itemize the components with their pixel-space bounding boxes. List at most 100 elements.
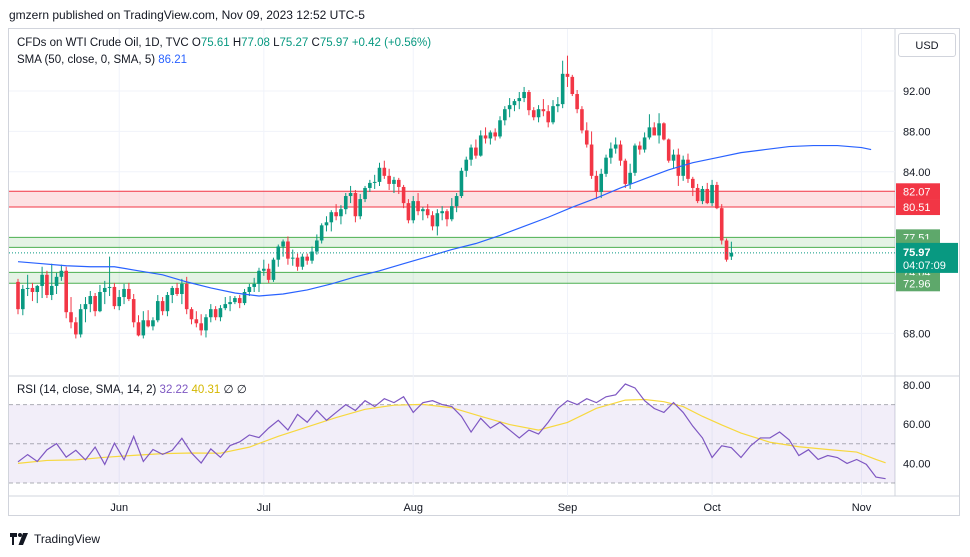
candle-body	[165, 295, 170, 312]
candle-body	[141, 320, 146, 336]
candle-body	[242, 291, 247, 304]
chart-frame	[8, 28, 960, 516]
sma-label[interactable]: SMA (50, close, 0, SMA, 5)	[17, 54, 156, 66]
close-value: 75.97	[319, 37, 349, 49]
countdown-text: 04:07:09	[903, 260, 946, 272]
candle-body	[430, 215, 435, 227]
candle-body	[628, 172, 632, 184]
candle-body	[98, 291, 102, 312]
price-zone	[9, 237, 895, 248]
candle-body	[536, 109, 541, 118]
candle-body	[724, 240, 729, 260]
candle-body	[281, 241, 285, 247]
price-label-box	[896, 275, 940, 292]
rsi-extra-2: ∅	[236, 384, 247, 396]
candle-body	[122, 288, 126, 298]
candle-body	[247, 286, 252, 292]
candle-body	[228, 302, 232, 305]
candle-body	[54, 276, 59, 286]
candle-body	[662, 123, 666, 140]
candle-body	[401, 186, 406, 204]
candle-body	[305, 256, 309, 261]
candle-body	[213, 309, 218, 318]
price-tick-label: 84.00	[903, 167, 931, 179]
candle-body	[107, 286, 112, 288]
sma-line	[17, 144, 872, 297]
rsi-tick-label: 60.00	[903, 419, 931, 431]
candle-body	[633, 145, 637, 173]
candle-body	[522, 92, 526, 99]
candle-body	[710, 184, 714, 204]
candle-body	[517, 98, 522, 102]
candle-body	[618, 144, 623, 161]
candle-body	[334, 212, 338, 217]
candle-body	[199, 323, 203, 331]
low-label: L	[273, 37, 280, 49]
close-label: C	[311, 37, 320, 49]
rsi-extra-1: ∅	[223, 384, 234, 396]
candle-body	[527, 92, 531, 111]
candle-body	[21, 288, 25, 310]
candle-body	[575, 94, 579, 110]
candle-body	[425, 209, 430, 216]
footer: TradingView	[10, 532, 100, 546]
candle-body	[565, 73, 570, 77]
candle-body	[719, 208, 724, 241]
price-tick-label: 68.00	[903, 328, 931, 340]
price-label-text: 72.96	[903, 278, 931, 290]
price-tick-label: 88.00	[903, 126, 931, 138]
candle-body	[647, 127, 652, 138]
candle-body	[69, 312, 73, 323]
candle-body	[478, 135, 483, 156]
candle-body	[700, 188, 705, 202]
rsi-legend: RSI (14, close, SMA, 14, 2) 32.22 40.31 …	[17, 382, 247, 396]
candle-body	[329, 212, 334, 223]
candle-body	[570, 76, 575, 95]
candle-body	[74, 322, 78, 335]
candle-body	[454, 196, 459, 207]
candle-body	[493, 132, 497, 137]
currency-button[interactable]: USD	[898, 33, 956, 57]
time-tick-label: Jun	[110, 502, 128, 514]
candle-body	[464, 159, 469, 171]
candle-body	[676, 154, 681, 176]
candle-body	[377, 167, 382, 182]
candle-body	[459, 170, 464, 197]
rsi-label[interactable]: RSI (14, close, SMA, 14, 2)	[17, 384, 157, 396]
candle-body	[613, 144, 618, 149]
candle-body	[705, 188, 710, 204]
candle-body	[155, 301, 160, 321]
candle-body	[589, 144, 594, 176]
candle-body	[102, 287, 107, 292]
candle-body	[180, 283, 184, 295]
candle-body	[483, 135, 488, 139]
candle-body	[223, 304, 228, 309]
candle-body	[295, 257, 300, 267]
candle-body	[729, 252, 734, 257]
candle-body	[546, 111, 550, 123]
candle-body	[599, 173, 604, 192]
candle-body	[353, 193, 358, 217]
candle-body	[257, 270, 261, 284]
candle-body	[59, 270, 64, 277]
candle-body	[368, 182, 372, 188]
candle-body	[131, 299, 136, 323]
candle-body	[435, 213, 440, 227]
candle-body	[681, 159, 685, 176]
candle-body	[266, 268, 271, 280]
candle-body	[512, 101, 517, 106]
last-price-box	[896, 242, 958, 273]
candle-body	[127, 288, 131, 300]
candle-body	[392, 179, 396, 184]
tradingview-logo-icon[interactable]	[10, 533, 28, 545]
candle-body	[642, 137, 647, 150]
candle-body	[252, 283, 256, 287]
symbol-name[interactable]: CFDs on WTI Crude Oil, 1D, TVC	[17, 37, 189, 49]
sma-value: 86.21	[158, 54, 188, 66]
open-value: 75.61	[200, 37, 230, 49]
rsi-value: 32.22	[159, 384, 189, 396]
candle-body	[194, 319, 199, 324]
tradingview-brand[interactable]: TradingView	[34, 532, 101, 546]
candle-body	[609, 148, 613, 158]
